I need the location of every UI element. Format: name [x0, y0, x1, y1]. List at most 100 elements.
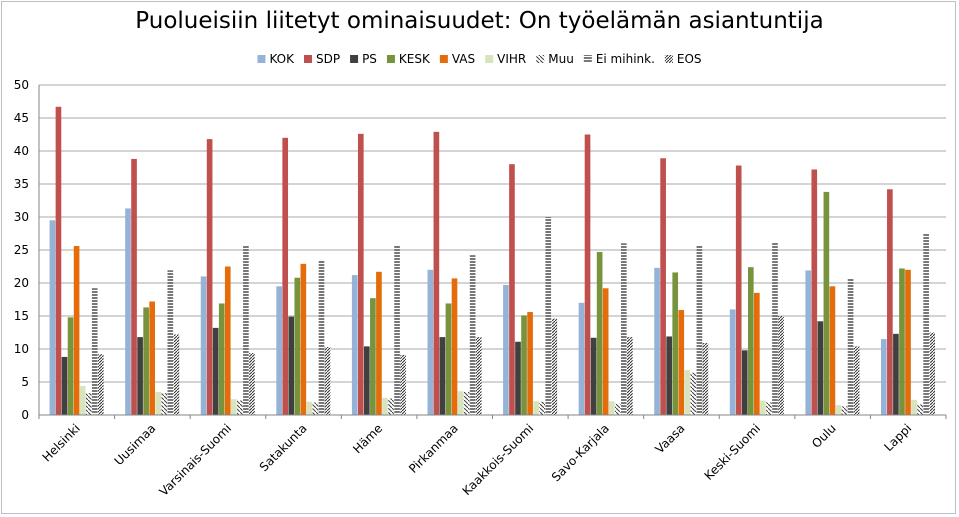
bar-sdp-3 — [282, 137, 289, 416]
bar-kesk-6 — [521, 315, 527, 415]
bar-vas-9 — [754, 292, 760, 415]
bar-ei-mihink-7 — [620, 243, 627, 415]
bar-vas-10 — [829, 286, 836, 415]
bar-kok-1 — [125, 208, 131, 415]
bar-sdp-2 — [206, 139, 213, 415]
legend-swatch — [386, 55, 395, 63]
bar-sdp-5 — [433, 131, 440, 416]
bar-kok-6 — [503, 284, 509, 415]
bar-kesk-3 — [294, 277, 301, 415]
bar-ps-8 — [666, 336, 672, 415]
bar-eos-10 — [853, 346, 860, 415]
bar-muu-5 — [463, 391, 470, 415]
bar-ei-mihink-8 — [696, 245, 703, 415]
x-tick-label: Oulu — [809, 421, 839, 451]
x-tick-label: Kaakkois-Suomi — [460, 421, 537, 498]
y-tick-label: 0 — [21, 408, 29, 422]
bar-eos-2 — [249, 352, 255, 415]
bar-vas-4 — [376, 271, 382, 415]
x-tick-label: Pirkanmaa — [406, 421, 461, 476]
bar-ps-7 — [590, 337, 597, 415]
bar-eos-4 — [400, 354, 406, 415]
legend-swatch — [350, 55, 359, 63]
bar-vihr-9 — [760, 400, 766, 415]
x-tick-label: Satakunta — [257, 421, 310, 474]
bar-sdp-7 — [584, 134, 591, 415]
bar-kesk-8 — [672, 272, 679, 415]
bar-ei-mihink-0 — [91, 288, 98, 415]
y-tick-label: 30 — [14, 210, 29, 224]
bar-kesk-10 — [823, 191, 830, 415]
bar-vihr-10 — [835, 405, 842, 415]
y-tick-label: 40 — [14, 144, 29, 158]
x-tick-label: Uusimaa — [112, 421, 159, 468]
bar-kesk-11 — [899, 268, 905, 415]
bar-sdp-4 — [357, 133, 364, 415]
x-tick-label: Keski-Suomi — [702, 421, 764, 483]
x-tick-label: Lappi — [881, 421, 914, 454]
y-tick-label: 5 — [21, 375, 29, 389]
bar-vihr-2 — [230, 399, 237, 415]
bar-ei-mihink-5 — [469, 255, 476, 415]
bar-vas-11 — [905, 269, 911, 415]
bar-vas-1 — [149, 301, 155, 415]
legend-label: KOK — [269, 52, 295, 66]
bar-ps-0 — [61, 356, 68, 415]
bar-kok-8 — [654, 267, 660, 415]
bar-muu-0 — [85, 393, 92, 415]
bar-vihr-11 — [911, 399, 917, 415]
bar-sdp-11 — [887, 189, 893, 415]
x-tick-label: Savo-Karjala — [549, 421, 612, 484]
bar-kok-7 — [578, 302, 585, 415]
bar-kesk-7 — [596, 251, 603, 415]
bar-ps-3 — [288, 316, 295, 415]
bar-muu-3 — [312, 402, 319, 415]
bar-sdp-6 — [509, 164, 515, 415]
bar-eos-1 — [173, 334, 180, 415]
bar-sdp-9 — [735, 165, 742, 415]
bar-kok-2 — [200, 276, 207, 415]
bar-kok-4 — [351, 275, 358, 415]
bar-eos-9 — [778, 316, 784, 415]
bar-kesk-2 — [218, 303, 225, 415]
legend-label: VAS — [452, 52, 475, 66]
bar-ps-10 — [817, 321, 824, 415]
bar-sdp-1 — [131, 158, 137, 416]
legend-swatch — [439, 55, 448, 63]
bar-eos-7 — [627, 337, 633, 415]
x-tick-label: Varsinais-Suomi — [157, 421, 235, 499]
legend-swatch — [303, 55, 312, 63]
bar-vas-5 — [451, 278, 458, 415]
y-tick-label: 15 — [14, 309, 29, 323]
legend-label: KESK — [399, 52, 431, 66]
bar-ps-6 — [515, 341, 521, 415]
bar-muu-2 — [237, 400, 243, 415]
y-tick-label: 35 — [14, 177, 29, 191]
bar-muu-11 — [917, 404, 923, 415]
bar-ps-4 — [364, 346, 370, 415]
legend-label: VIHR — [497, 52, 526, 66]
bar-ps-5 — [439, 337, 446, 415]
bar-ei-mihink-11 — [923, 233, 929, 415]
bar-ps-2 — [212, 327, 219, 415]
y-tick-label: 25 — [14, 243, 29, 257]
bar-vas-0 — [73, 246, 80, 415]
bar-muu-9 — [766, 402, 772, 415]
bar-muu-4 — [388, 398, 394, 415]
bar-vihr-5 — [457, 391, 464, 415]
legend-swatch — [536, 55, 545, 63]
x-tick-label: Häme — [350, 421, 385, 456]
bar-kesk-4 — [370, 298, 376, 415]
bar-muu-6 — [539, 401, 546, 415]
bar-muu-10 — [841, 406, 848, 415]
legend-label: SDP — [316, 52, 340, 66]
legend-label: EOS — [677, 52, 702, 66]
bar-kok-11 — [881, 339, 887, 415]
bar-ps-9 — [741, 350, 748, 415]
bar-ei-mihink-3 — [318, 259, 325, 415]
bar-kesk-0 — [67, 317, 74, 415]
bar-ei-mihink-9 — [772, 242, 778, 415]
bar-kok-5 — [427, 269, 434, 415]
x-tick-label: Helsinki — [40, 421, 83, 464]
